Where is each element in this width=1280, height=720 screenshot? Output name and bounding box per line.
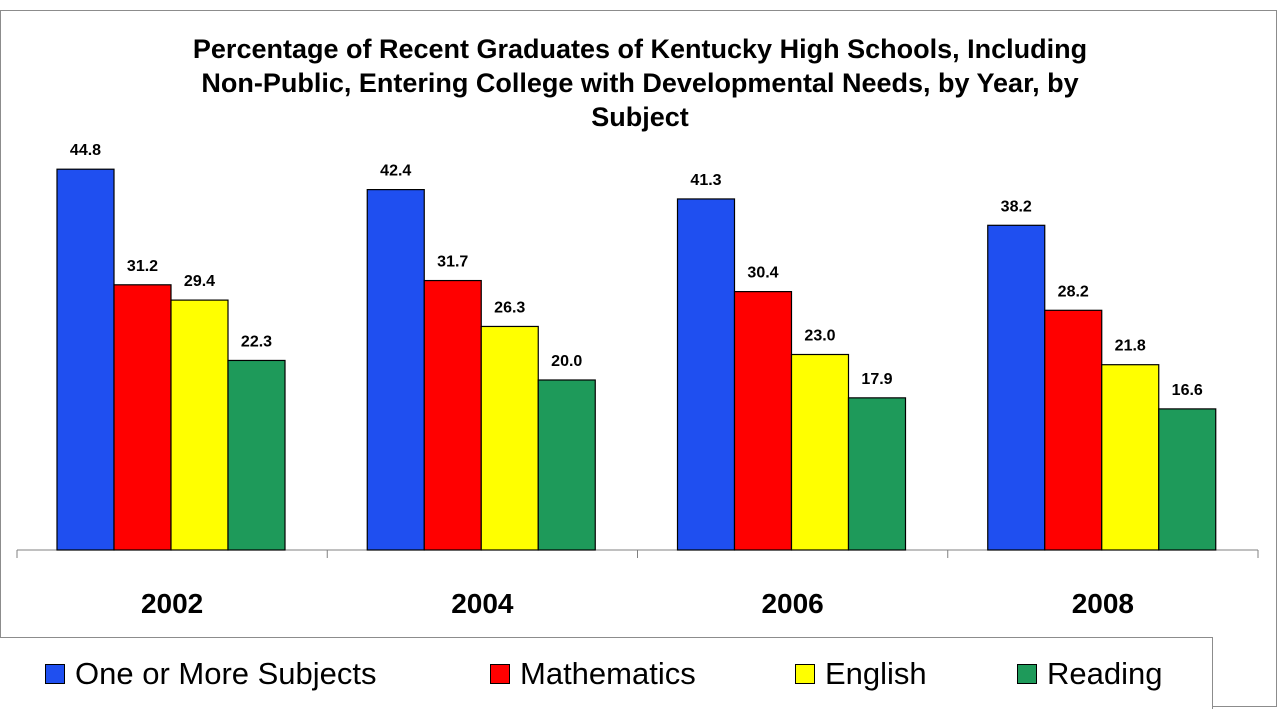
legend-item-english: English <box>795 656 927 691</box>
bar-mathematics-2004 <box>423 279 482 551</box>
chart-title: Percentage of Recent Graduates of Kentuc… <box>0 32 1280 134</box>
bar-english-2004 <box>480 325 539 551</box>
legend-label-english: English <box>825 656 927 691</box>
legend-swatch-english <box>795 664 815 684</box>
bar-reading-2002 <box>227 359 286 551</box>
data-label-mathematics-2008: 28.2 <box>1058 283 1089 300</box>
legend-item-reading: Reading <box>1017 656 1163 691</box>
data-label-one-or-more-subjects-2006: 41.3 <box>690 172 721 189</box>
legend-swatch-one-or-more-subjects <box>45 664 65 684</box>
data-label-english-2008: 21.8 <box>1115 338 1146 355</box>
chart-title-line-2: Non-Public, Entering College with Develo… <box>201 68 1079 98</box>
bar-one-or-more-subjects-2006 <box>676 198 736 551</box>
bar-reading-2008 <box>1158 408 1217 551</box>
data-label-reading-2006: 17.9 <box>861 371 892 388</box>
legend-swatch-mathematics <box>490 664 510 684</box>
x-tick-label-2002: 2002 <box>141 588 203 619</box>
bar-english-2008 <box>1101 364 1160 551</box>
legend-swatch-reading <box>1017 664 1037 684</box>
x-tick-label-2008: 2008 <box>1072 588 1134 619</box>
legend: One or More Subjects Mathematics English… <box>0 637 1213 709</box>
data-label-english-2004: 26.3 <box>494 299 525 316</box>
bar-one-or-more-subjects-2004 <box>366 189 425 551</box>
legend-label-mathematics: Mathematics <box>520 656 696 691</box>
legend-label-reading: Reading <box>1047 656 1163 691</box>
data-label-one-or-more-subjects-2004: 42.4 <box>380 163 411 180</box>
bar-mathematics-2006 <box>733 291 793 551</box>
bar-english-2006 <box>790 353 850 551</box>
data-label-reading-2004: 20.0 <box>551 353 582 370</box>
bar-english-2002 <box>170 299 229 551</box>
chart-title-line-1: Percentage of Recent Graduates of Kentuc… <box>192 34 1088 64</box>
bar-mathematics-2002 <box>113 284 172 551</box>
data-label-english-2002: 29.4 <box>184 273 215 290</box>
data-label-one-or-more-subjects-2008: 38.2 <box>1001 198 1032 215</box>
bar-reading-2004 <box>537 379 596 551</box>
data-label-one-or-more-subjects-2002: 44.8 <box>70 142 101 159</box>
legend-item-one-or-more-subjects: One or More Subjects <box>45 656 377 691</box>
bar-reading-2006 <box>847 397 907 551</box>
data-label-english-2006: 23.0 <box>804 328 835 345</box>
data-label-reading-2008: 16.6 <box>1172 382 1203 399</box>
legend-label-one-or-more-subjects: One or More Subjects <box>75 656 377 691</box>
bar-one-or-more-subjects-2002 <box>56 168 115 551</box>
chart-title-line-3: Subject <box>591 102 689 132</box>
data-label-reading-2002: 22.3 <box>241 333 272 350</box>
data-label-mathematics-2002: 31.2 <box>127 258 158 275</box>
bar-mathematics-2008 <box>1044 309 1103 551</box>
data-label-mathematics-2006: 30.4 <box>747 265 778 282</box>
legend-item-mathematics: Mathematics <box>490 656 696 691</box>
data-label-mathematics-2004: 31.7 <box>437 254 468 271</box>
x-tick-label-2004: 2004 <box>451 588 514 619</box>
bar-one-or-more-subjects-2008 <box>987 224 1046 551</box>
x-tick-label-2006: 2006 <box>761 588 823 619</box>
